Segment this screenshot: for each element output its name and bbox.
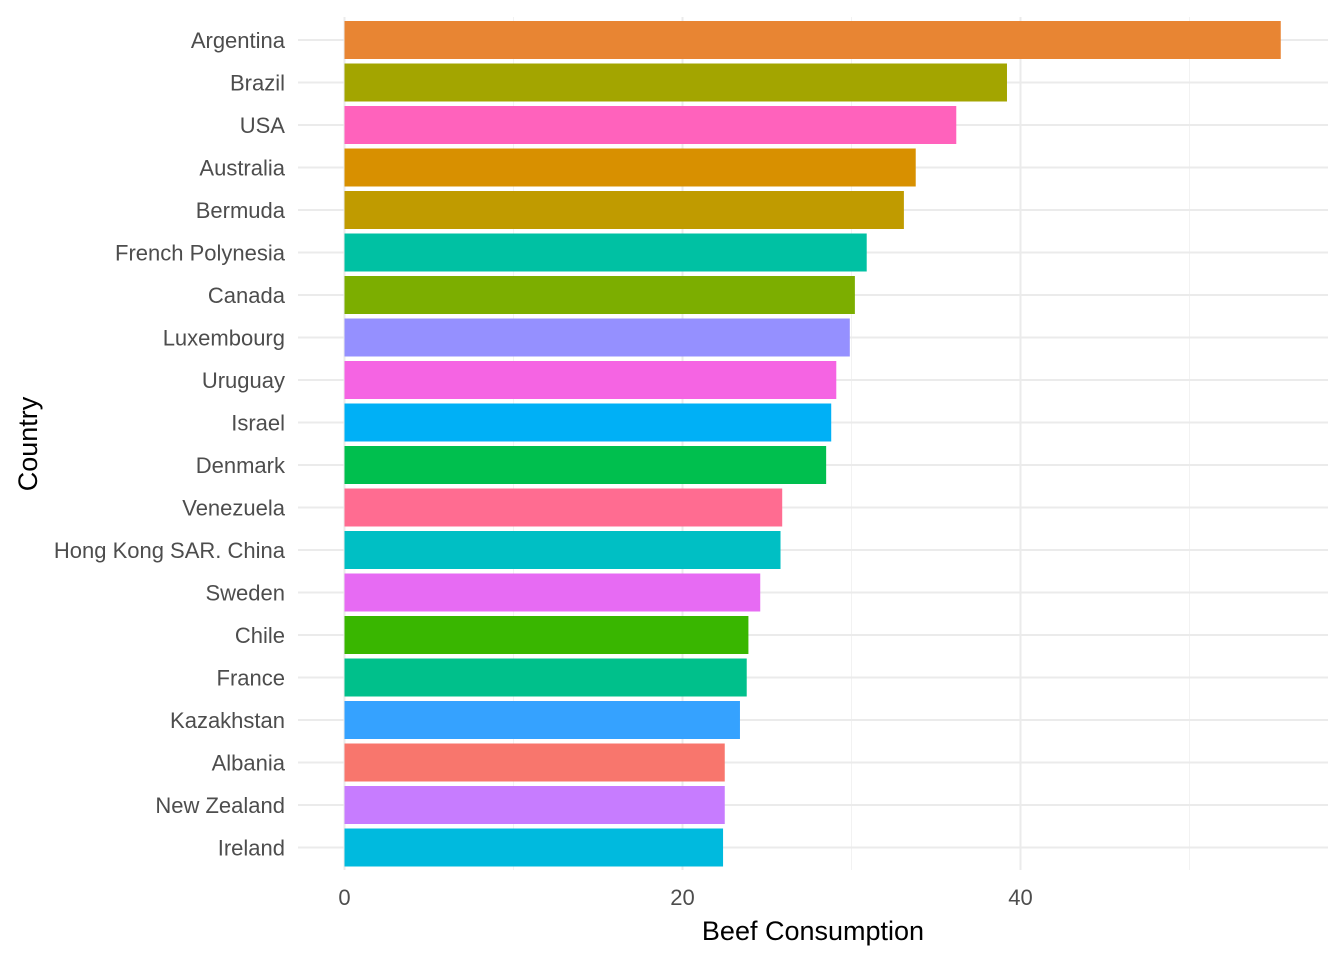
bar-new-zealand — [344, 786, 725, 824]
bar-denmark — [344, 446, 827, 484]
x-tick-label: 40 — [1008, 885, 1032, 910]
bar-hong-kong-sar-china — [344, 531, 781, 569]
y-tick-label: Bermuda — [196, 198, 286, 223]
y-tick-label: Canada — [208, 283, 286, 308]
y-tick-label: Albania — [212, 751, 286, 776]
y-tick-label: Argentina — [191, 28, 286, 53]
y-tick-label: France — [217, 666, 285, 691]
bar-uruguay — [344, 361, 837, 399]
y-tick-label: Luxembourg — [163, 326, 285, 351]
y-tick-label: Chile — [235, 623, 285, 648]
bar-australia — [344, 148, 916, 187]
bar-kazakhstan — [344, 701, 740, 739]
y-axis-tick-labels: Argentina Brazil USA Australia Bermuda French… — [54, 28, 286, 861]
y-tick-label: Denmark — [196, 453, 286, 478]
bar-chile — [344, 616, 749, 654]
y-tick-label: Australia — [199, 156, 285, 181]
bar-canada — [344, 276, 855, 314]
bar-usa — [344, 106, 957, 144]
y-tick-label: Brazil — [230, 71, 285, 96]
y-tick-label: Israel — [231, 411, 285, 436]
y-tick-label: Venezuela — [182, 496, 286, 521]
bar-ireland — [344, 828, 724, 867]
y-tick-label: USA — [240, 113, 286, 138]
bar-france — [344, 658, 747, 697]
bar-brazil — [344, 63, 1007, 102]
grid — [298, 17, 1328, 870]
y-tick-label: New Zealand — [155, 793, 285, 818]
y-tick-label: Sweden — [205, 581, 285, 606]
bar-luxembourg — [344, 318, 850, 357]
y-tick-label: Kazakhstan — [170, 708, 285, 733]
bar-sweden — [344, 573, 761, 612]
y-tick-label: French Polynesia — [115, 241, 286, 266]
y-axis-title: Country — [13, 396, 43, 491]
bar-albania — [344, 743, 725, 782]
y-tick-label: Uruguay — [202, 368, 285, 393]
bar-bermuda — [344, 191, 904, 229]
y-tick-label: Hong Kong SAR. China — [54, 538, 286, 563]
x-tick-label: 20 — [670, 885, 694, 910]
bar-argentina — [344, 21, 1281, 59]
bars — [344, 21, 1281, 867]
bar-israel — [344, 403, 832, 442]
y-tick-label: Ireland — [218, 836, 285, 861]
bar-venezuela — [344, 488, 783, 527]
x-axis-tick-labels: 0 20 40 — [338, 885, 1032, 910]
x-axis-title: Beef Consumption — [702, 916, 924, 946]
x-tick-label: 0 — [338, 885, 350, 910]
bar-french-polynesia — [344, 233, 867, 272]
